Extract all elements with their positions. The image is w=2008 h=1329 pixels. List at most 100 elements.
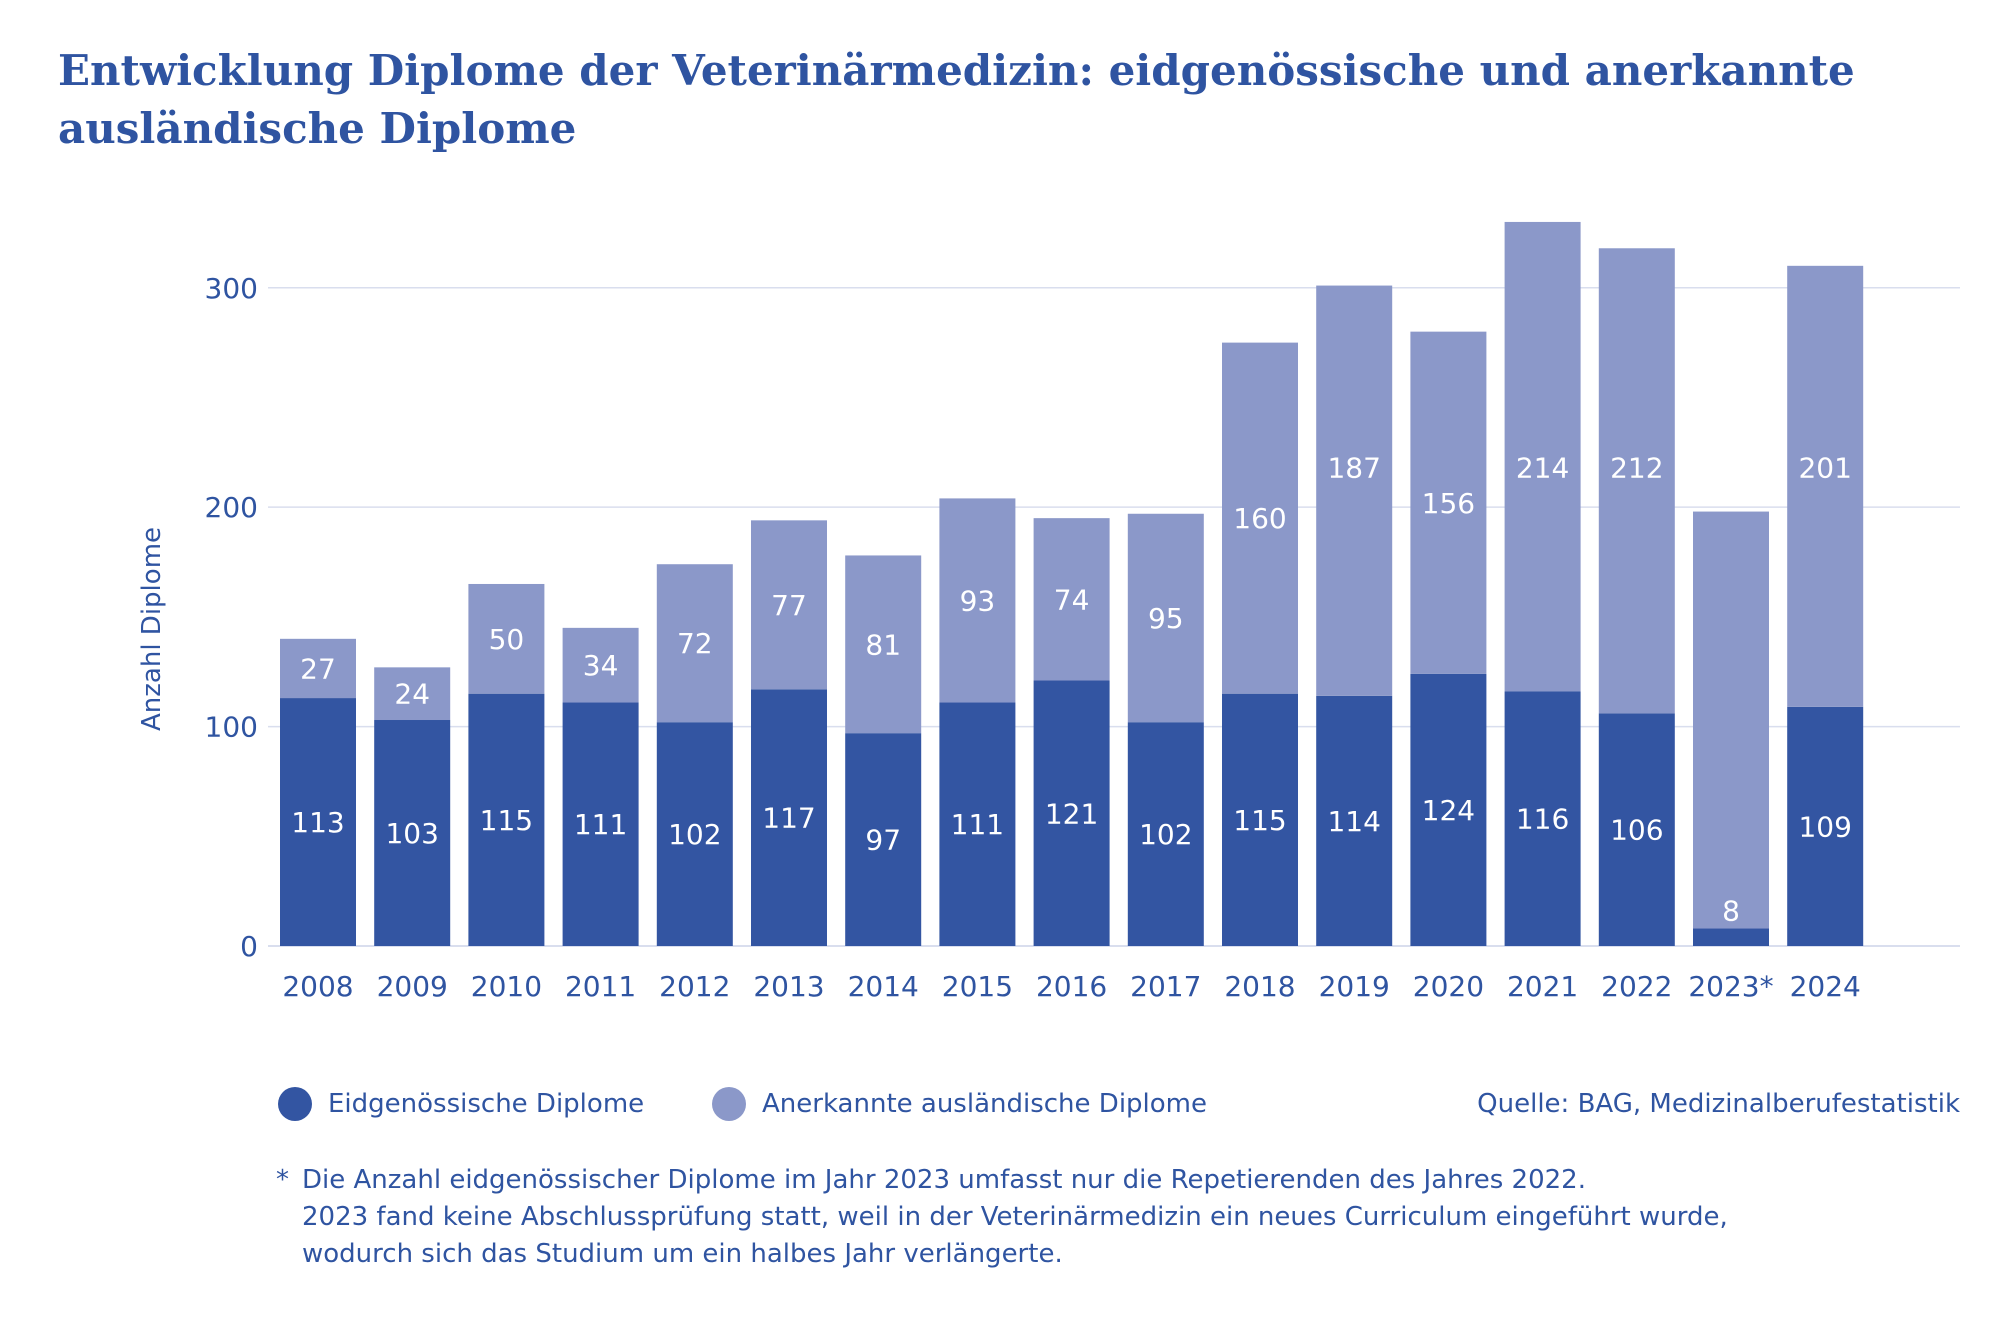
bar-auslaendische	[1033, 518, 1110, 681]
x-tick-label: 2013	[753, 970, 824, 1003]
legend: Eidgenössische Diplome Anerkannte auslän…	[0, 1082, 2008, 1126]
data-label-eidgenoessische: 8	[1722, 894, 1740, 927]
data-label-eidgenoessische: 103	[385, 817, 438, 850]
footnote-line-1: Die Anzahl eidgenössischer Diplome im Ja…	[302, 1165, 1586, 1195]
y-tick-label: 300	[205, 272, 258, 305]
data-label-auslaendische: 187	[1327, 452, 1380, 485]
data-label-eidgenoessische: 113	[291, 806, 344, 839]
x-tick-label: 2008	[282, 970, 353, 1003]
bar-auslaendische	[1316, 285, 1393, 696]
data-label-auslaendische: 214	[1516, 452, 1569, 485]
bar-eidgenoessische	[656, 722, 733, 946]
x-tick-label: 2010	[471, 970, 542, 1003]
bar-eidgenoessische	[1222, 693, 1298, 946]
legend-item-eidgenoessische: Eidgenössische Diplome	[278, 1082, 644, 1126]
footnote: * Die Anzahl eidgenössischer Diplome im …	[276, 1162, 1976, 1273]
data-label-eidgenoessische: 111	[951, 808, 1004, 841]
x-tick-label: 2018	[1224, 970, 1295, 1003]
data-label-auslaendische: 156	[1422, 487, 1475, 520]
y-axis-label: Anzahl Diplome	[137, 527, 167, 731]
bar-auslaendische	[845, 555, 922, 734]
data-label-auslaendische: 77	[771, 589, 807, 622]
x-tick-label: 2024	[1790, 970, 1861, 1003]
bar-eidgenoessische	[468, 693, 545, 946]
data-label-eidgenoessische: 97	[865, 824, 901, 857]
x-tick-label: 2019	[1319, 970, 1390, 1003]
bar-auslaendische	[468, 583, 545, 694]
legend-label-eidgenoessische: Eidgenössische Diplome	[328, 1089, 645, 1119]
bar-eidgenoessische	[1504, 691, 1581, 946]
x-tick-label: 2021	[1507, 970, 1578, 1003]
x-tick-label: 2016	[1036, 970, 1107, 1003]
data-label-auslaendische: 190	[1704, 452, 1757, 485]
y-tick-label: 100	[205, 711, 258, 744]
y-tick-label: 200	[205, 491, 258, 524]
stacked-bar-chart: 0 100 200 300 Anzahl Diplome 113 27 2008 103 24 20…	[137, 221, 1960, 1003]
bar-eidgenoessische	[374, 720, 451, 946]
data-label-eidgenoessische: 121	[1045, 797, 1098, 830]
data-label-eidgenoessische: 124	[1422, 794, 1475, 827]
data-label-eidgenoessische: 116	[1516, 803, 1569, 836]
bar-eidgenoessische	[1410, 673, 1487, 946]
bar-eidgenoessische	[562, 702, 639, 946]
data-label-auslaendische: 95	[1148, 602, 1184, 635]
bar-auslaendische	[939, 498, 1016, 703]
bar-eidgenoessische	[1598, 713, 1675, 946]
data-label-eidgenoessische: 102	[1139, 818, 1192, 851]
bar-auslaendische	[1504, 221, 1581, 692]
data-label-auslaendische: 81	[865, 628, 901, 661]
chart-title: Entwicklung Diplome der Veterinärmedizin…	[58, 46, 1855, 153]
footnote-line-3: wodurch sich das Studium um ein halbes J…	[302, 1239, 1063, 1269]
bar-auslaendische	[562, 627, 639, 703]
legend-swatch-auslaendische	[712, 1087, 746, 1121]
bar-eidgenoessische	[1033, 680, 1110, 946]
x-tick-label: 2023*	[1688, 970, 1773, 1003]
bar-auslaendische	[656, 564, 733, 723]
data-label-eidgenoessische: 102	[668, 818, 721, 851]
data-label-auslaendische: 93	[960, 584, 996, 617]
y-tick-label: 0	[240, 930, 258, 963]
x-tick-label: 2011	[565, 970, 636, 1003]
x-tick-label: 2022	[1601, 970, 1672, 1003]
x-tick-label: 2009	[377, 970, 448, 1003]
data-label-auslaendische: 72	[677, 627, 713, 660]
data-label-auslaendische: 24	[394, 678, 430, 711]
data-label-auslaendische: 201	[1798, 452, 1851, 485]
bar-eidgenoessische	[1316, 695, 1393, 946]
bar-auslaendische	[374, 667, 451, 721]
footnote-line-2: 2023 fand keine Abschlussprüfung statt, …	[302, 1202, 1728, 1232]
legend-label-auslaendische: Anerkannte ausländische Diplome	[762, 1089, 1207, 1119]
bar-auslaendische	[751, 520, 827, 690]
bar-auslaendische	[1693, 511, 1769, 929]
bar-eidgenoessische	[845, 733, 922, 946]
x-tick-label: 2015	[942, 970, 1013, 1003]
data-label-auslaendische: 212	[1610, 452, 1663, 485]
data-label-auslaendische: 34	[583, 649, 619, 682]
data-label-auslaendische: 74	[1054, 583, 1090, 616]
x-tick-label: 2012	[659, 970, 730, 1003]
source-note: Quelle: BAG, Medizinalberufestatistik	[1477, 1089, 1960, 1119]
legend-item-auslaendische: Anerkannte ausländische Diplome	[712, 1082, 1207, 1126]
bar-auslaendische	[1598, 248, 1675, 714]
data-label-auslaendische: 50	[489, 623, 525, 656]
x-tick-label: 2014	[848, 970, 919, 1003]
data-label-eidgenoessische: 115	[1233, 804, 1286, 837]
data-label-eidgenoessische: 117	[762, 802, 815, 835]
data-label-eidgenoessische: 111	[574, 808, 627, 841]
data-label-auslaendische: 27	[300, 652, 336, 685]
bar-eidgenoessische	[1127, 722, 1204, 946]
data-label-eidgenoessische: 106	[1610, 814, 1663, 847]
data-label-eidgenoessische: 114	[1327, 805, 1380, 838]
bar-auslaendische	[280, 638, 356, 699]
data-label-eidgenoessische: 109	[1798, 810, 1851, 843]
bar-auslaendische	[1222, 342, 1298, 694]
data-label-auslaendische: 160	[1233, 502, 1286, 535]
x-tick-label: 2017	[1130, 970, 1201, 1003]
bar-eidgenoessische	[1787, 706, 1864, 946]
bar-auslaendische	[1410, 331, 1487, 674]
legend-swatch-eidgenoessische	[278, 1087, 312, 1121]
data-label-eidgenoessische: 115	[480, 804, 533, 837]
bar-eidgenoessische	[1693, 928, 1769, 946]
bar-eidgenoessische	[939, 702, 1016, 946]
bar-eidgenoessische	[751, 689, 827, 946]
